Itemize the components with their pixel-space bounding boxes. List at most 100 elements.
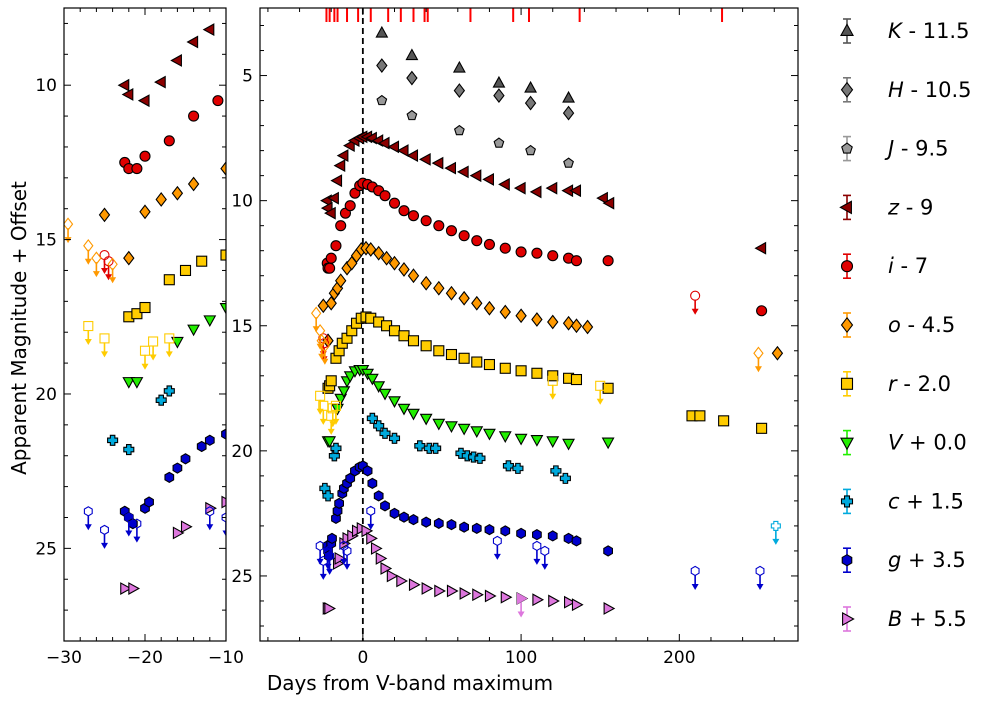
data-point: [530, 435, 544, 447]
data-point: [366, 531, 378, 545]
legend-item: H - 10.5: [840, 77, 971, 103]
upper-limit-arrowhead: [319, 418, 327, 425]
data-point: [122, 377, 136, 389]
upper-limit-marker: [205, 506, 215, 517]
upper-limit-marker: [164, 333, 175, 344]
data-point: [472, 588, 484, 602]
upper-limit-marker: [770, 520, 781, 531]
data-point: [130, 377, 144, 389]
data-point: [444, 161, 457, 175]
data-point: [531, 312, 543, 327]
data-point: [379, 427, 391, 439]
legend: K - 11.5 H - 10.5 J - 9.5 z - 9 i - 7 o - 4.5…: [839, 18, 971, 632]
upper-limit-marker: [339, 540, 349, 552]
data-point: [334, 552, 347, 565]
data-point: [563, 157, 574, 168]
data-point: [483, 428, 496, 441]
data-point: [373, 420, 385, 432]
legend-marker: [841, 142, 853, 154]
y-tick-label: 25: [231, 567, 253, 587]
panel-left: −30 −20 −10 10 15 20 25: [35, 7, 244, 668]
data-point: [407, 408, 420, 421]
upper-limit-marker: [139, 345, 151, 356]
data-point: [601, 437, 615, 450]
data-point: [431, 156, 444, 170]
plot-area-left: [64, 23, 226, 595]
data-point: [202, 23, 215, 37]
upper-limit-arrowhead: [772, 538, 780, 545]
data-point: [399, 511, 409, 523]
data-point: [375, 552, 388, 565]
data-point: [420, 215, 432, 227]
data-point: [375, 25, 389, 38]
upper-limit-marker: [91, 251, 102, 265]
data-point: [414, 440, 426, 452]
data-point: [516, 527, 526, 540]
upper-limit-arrowhead: [92, 271, 100, 278]
data-point: [186, 35, 199, 49]
upper-limit-marker: [547, 375, 558, 386]
legend-item: J - 9.5: [841, 135, 949, 162]
upper-limit-marker: [325, 550, 335, 562]
legend-label: i - 7: [888, 254, 928, 278]
x-tick-label: 100: [505, 648, 537, 668]
data-point: [419, 152, 431, 166]
x-tick-label: −10: [208, 648, 244, 668]
upper-limit-arrowhead: [321, 358, 329, 365]
data-point: [388, 197, 401, 209]
data-point: [718, 415, 730, 427]
data-point: [515, 246, 527, 258]
data-point: [336, 149, 349, 163]
data-point: [386, 569, 399, 583]
data-point: [570, 255, 583, 267]
data-point: [365, 373, 379, 386]
data-point: [388, 396, 401, 408]
data-point: [324, 602, 336, 615]
data-point: [121, 88, 134, 101]
upper-limit-arrowhead: [84, 339, 92, 346]
data-point: [154, 75, 166, 89]
data-point: [461, 450, 473, 462]
legend-label: B + 5.5: [888, 607, 967, 631]
data-point: [547, 530, 558, 542]
data-point: [388, 432, 401, 444]
legend-item: g + 3.5: [841, 547, 966, 574]
upper-limit-marker: [595, 380, 606, 391]
data-point: [456, 165, 469, 179]
data-point: [171, 185, 184, 201]
data-point: [602, 255, 614, 267]
data-point: [531, 367, 543, 379]
data-point: [163, 385, 175, 397]
upper-limit-marker: [83, 239, 94, 253]
data-point: [562, 90, 575, 103]
data-point: [325, 375, 337, 387]
data-point: [379, 190, 391, 202]
data-point: [397, 403, 411, 416]
legend-label: r - 2.0: [888, 372, 951, 396]
data-point: [492, 75, 506, 88]
upper-limit-arrowhead: [517, 611, 525, 618]
data-point: [500, 525, 511, 537]
upper-limit-arrowhead: [133, 536, 141, 543]
data-point: [139, 150, 151, 162]
data-point: [512, 462, 524, 474]
data-point: [324, 206, 336, 220]
data-point: [452, 60, 466, 73]
data-point: [327, 191, 339, 205]
data-point: [531, 247, 543, 259]
data-point: [155, 192, 167, 207]
data-point: [372, 245, 385, 261]
data-point: [220, 161, 226, 176]
data-point: [137, 94, 150, 108]
data-point: [170, 54, 182, 67]
data-point: [163, 274, 175, 286]
upper-limit-arrowhead: [329, 421, 337, 428]
data-point: [524, 95, 537, 111]
data-point: [458, 352, 470, 364]
data-point: [98, 207, 111, 223]
data-point: [220, 249, 226, 261]
data-point: [187, 324, 201, 337]
data-point: [366, 412, 378, 424]
legend-item: B + 5.5: [842, 606, 967, 632]
data-point: [546, 436, 560, 448]
